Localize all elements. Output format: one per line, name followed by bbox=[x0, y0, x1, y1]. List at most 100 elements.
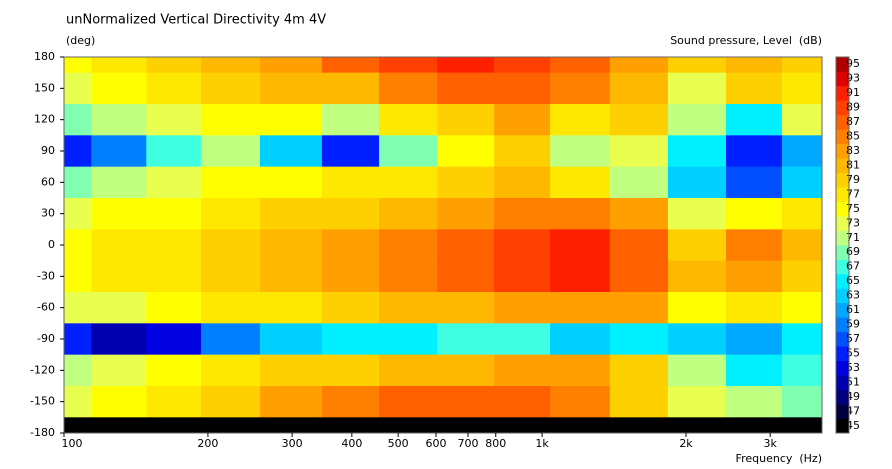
heatmap-cell bbox=[379, 198, 438, 230]
heatmap-cell bbox=[91, 323, 147, 356]
heatmap-cell bbox=[200, 417, 261, 434]
heatmap-cell bbox=[726, 354, 783, 387]
colorbar-label: 65 bbox=[846, 274, 860, 287]
colorbar-swatch bbox=[836, 360, 849, 376]
colorbar-swatch bbox=[836, 259, 849, 275]
heatmap-cell bbox=[609, 229, 669, 262]
colorbar-swatch bbox=[836, 230, 849, 246]
heatmap-cell bbox=[726, 323, 783, 356]
heatmap-cell bbox=[726, 104, 783, 136]
heatmap-cell bbox=[259, 386, 323, 418]
heatmap-cell bbox=[91, 166, 147, 199]
heatmap-cell bbox=[667, 229, 727, 262]
heatmap-cell bbox=[667, 354, 727, 387]
y-tick-label: 90 bbox=[41, 144, 55, 157]
heatmap-cell bbox=[321, 166, 380, 199]
x-tick-label: 1k bbox=[535, 437, 549, 450]
heatmap-cell bbox=[200, 229, 261, 262]
y-tick-label: 150 bbox=[34, 81, 55, 94]
heatmap-cell bbox=[91, 354, 147, 387]
x-tick-label: 400 bbox=[341, 437, 362, 450]
colorbar-swatch bbox=[836, 317, 849, 333]
heatmap-cell bbox=[550, 354, 611, 387]
heatmap-cell bbox=[259, 72, 323, 105]
colorbar-label: 67 bbox=[846, 260, 860, 273]
x-tick-label: 200 bbox=[197, 437, 218, 450]
x-tick-label: 500 bbox=[388, 437, 409, 450]
heatmap-cell bbox=[726, 292, 783, 324]
heatmap-cell bbox=[379, 57, 438, 74]
heatmap-cell bbox=[146, 198, 202, 230]
y-tick-label: -180 bbox=[30, 426, 55, 439]
heatmap-cell bbox=[781, 354, 823, 387]
colorbar-swatch bbox=[836, 216, 849, 231]
heatmap-cell bbox=[437, 260, 495, 293]
colorbar-label: 93 bbox=[846, 72, 860, 85]
heatmap-cell bbox=[64, 354, 92, 387]
colorbar-label: 79 bbox=[846, 173, 860, 186]
heatmap-cell bbox=[91, 260, 147, 293]
heatmap-cell bbox=[609, 323, 669, 356]
heatmap-cell bbox=[781, 166, 823, 199]
heatmap-cell bbox=[379, 354, 438, 387]
heatmap-cell bbox=[609, 104, 669, 136]
heatmap-cell bbox=[437, 292, 495, 324]
colorbar-swatch bbox=[836, 302, 849, 318]
heatmap-cell bbox=[259, 323, 323, 356]
heatmap-cell bbox=[609, 260, 669, 293]
heatmap-cell bbox=[200, 292, 261, 324]
colorbar-swatch bbox=[836, 331, 849, 347]
heatmap-cell bbox=[200, 166, 261, 199]
heatmap-cell bbox=[437, 72, 495, 105]
heatmap-cell bbox=[550, 57, 611, 74]
colorbar-label: 45 bbox=[846, 419, 860, 432]
heatmap-cell bbox=[437, 57, 495, 74]
heatmap-cell bbox=[64, 323, 92, 356]
heatmap-cell bbox=[667, 292, 727, 324]
heatmap-cell bbox=[64, 229, 92, 262]
heatmap-cell bbox=[321, 323, 380, 356]
colorbar-label: 77 bbox=[846, 187, 860, 200]
heatmap-cell bbox=[437, 323, 495, 356]
heatmap-cell bbox=[667, 198, 727, 230]
heatmap-cell bbox=[726, 57, 783, 74]
heatmap-cell bbox=[321, 386, 380, 418]
heatmap-cell bbox=[146, 166, 202, 199]
heatmap-cell bbox=[609, 57, 669, 74]
heatmap-cell bbox=[64, 386, 92, 418]
heatmap-cell bbox=[726, 72, 783, 105]
colorbar-swatch bbox=[836, 346, 849, 361]
heatmap-cell bbox=[200, 323, 261, 356]
colorbar-swatch bbox=[836, 418, 849, 434]
colorbar-label: 61 bbox=[846, 303, 860, 316]
heatmap-cell bbox=[64, 417, 92, 434]
colorbar-swatch bbox=[836, 245, 849, 260]
heatmap-cell bbox=[321, 417, 380, 434]
heatmap-cell bbox=[781, 198, 823, 230]
colorbar-label: 53 bbox=[846, 361, 860, 374]
heatmap-cell bbox=[321, 292, 380, 324]
y-tick-label: -150 bbox=[30, 395, 55, 408]
heatmap-cell bbox=[726, 417, 783, 434]
heatmap-cell bbox=[550, 166, 611, 199]
heatmap-cell bbox=[379, 104, 438, 136]
colorbar-label: 63 bbox=[846, 289, 860, 302]
heatmap-cell bbox=[321, 198, 380, 230]
heatmap-cell bbox=[146, 229, 202, 262]
colorbar-label: 57 bbox=[846, 332, 860, 345]
y-tick-label: 60 bbox=[41, 175, 55, 188]
heatmap-cell bbox=[667, 72, 727, 105]
heatmap-cell bbox=[91, 386, 147, 418]
heatmap-cell bbox=[200, 104, 261, 136]
colorbar-swatch bbox=[836, 187, 849, 202]
heatmap-cell bbox=[550, 104, 611, 136]
heatmap-cell bbox=[781, 57, 823, 74]
heatmap-cell bbox=[781, 386, 823, 418]
heatmap-cell bbox=[200, 72, 261, 105]
heatmap-cell bbox=[91, 104, 147, 136]
colorbar-label: 87 bbox=[846, 115, 860, 128]
heatmap-cell bbox=[550, 135, 611, 168]
heatmap-cell bbox=[321, 135, 380, 168]
heatmap-cell bbox=[259, 198, 323, 230]
